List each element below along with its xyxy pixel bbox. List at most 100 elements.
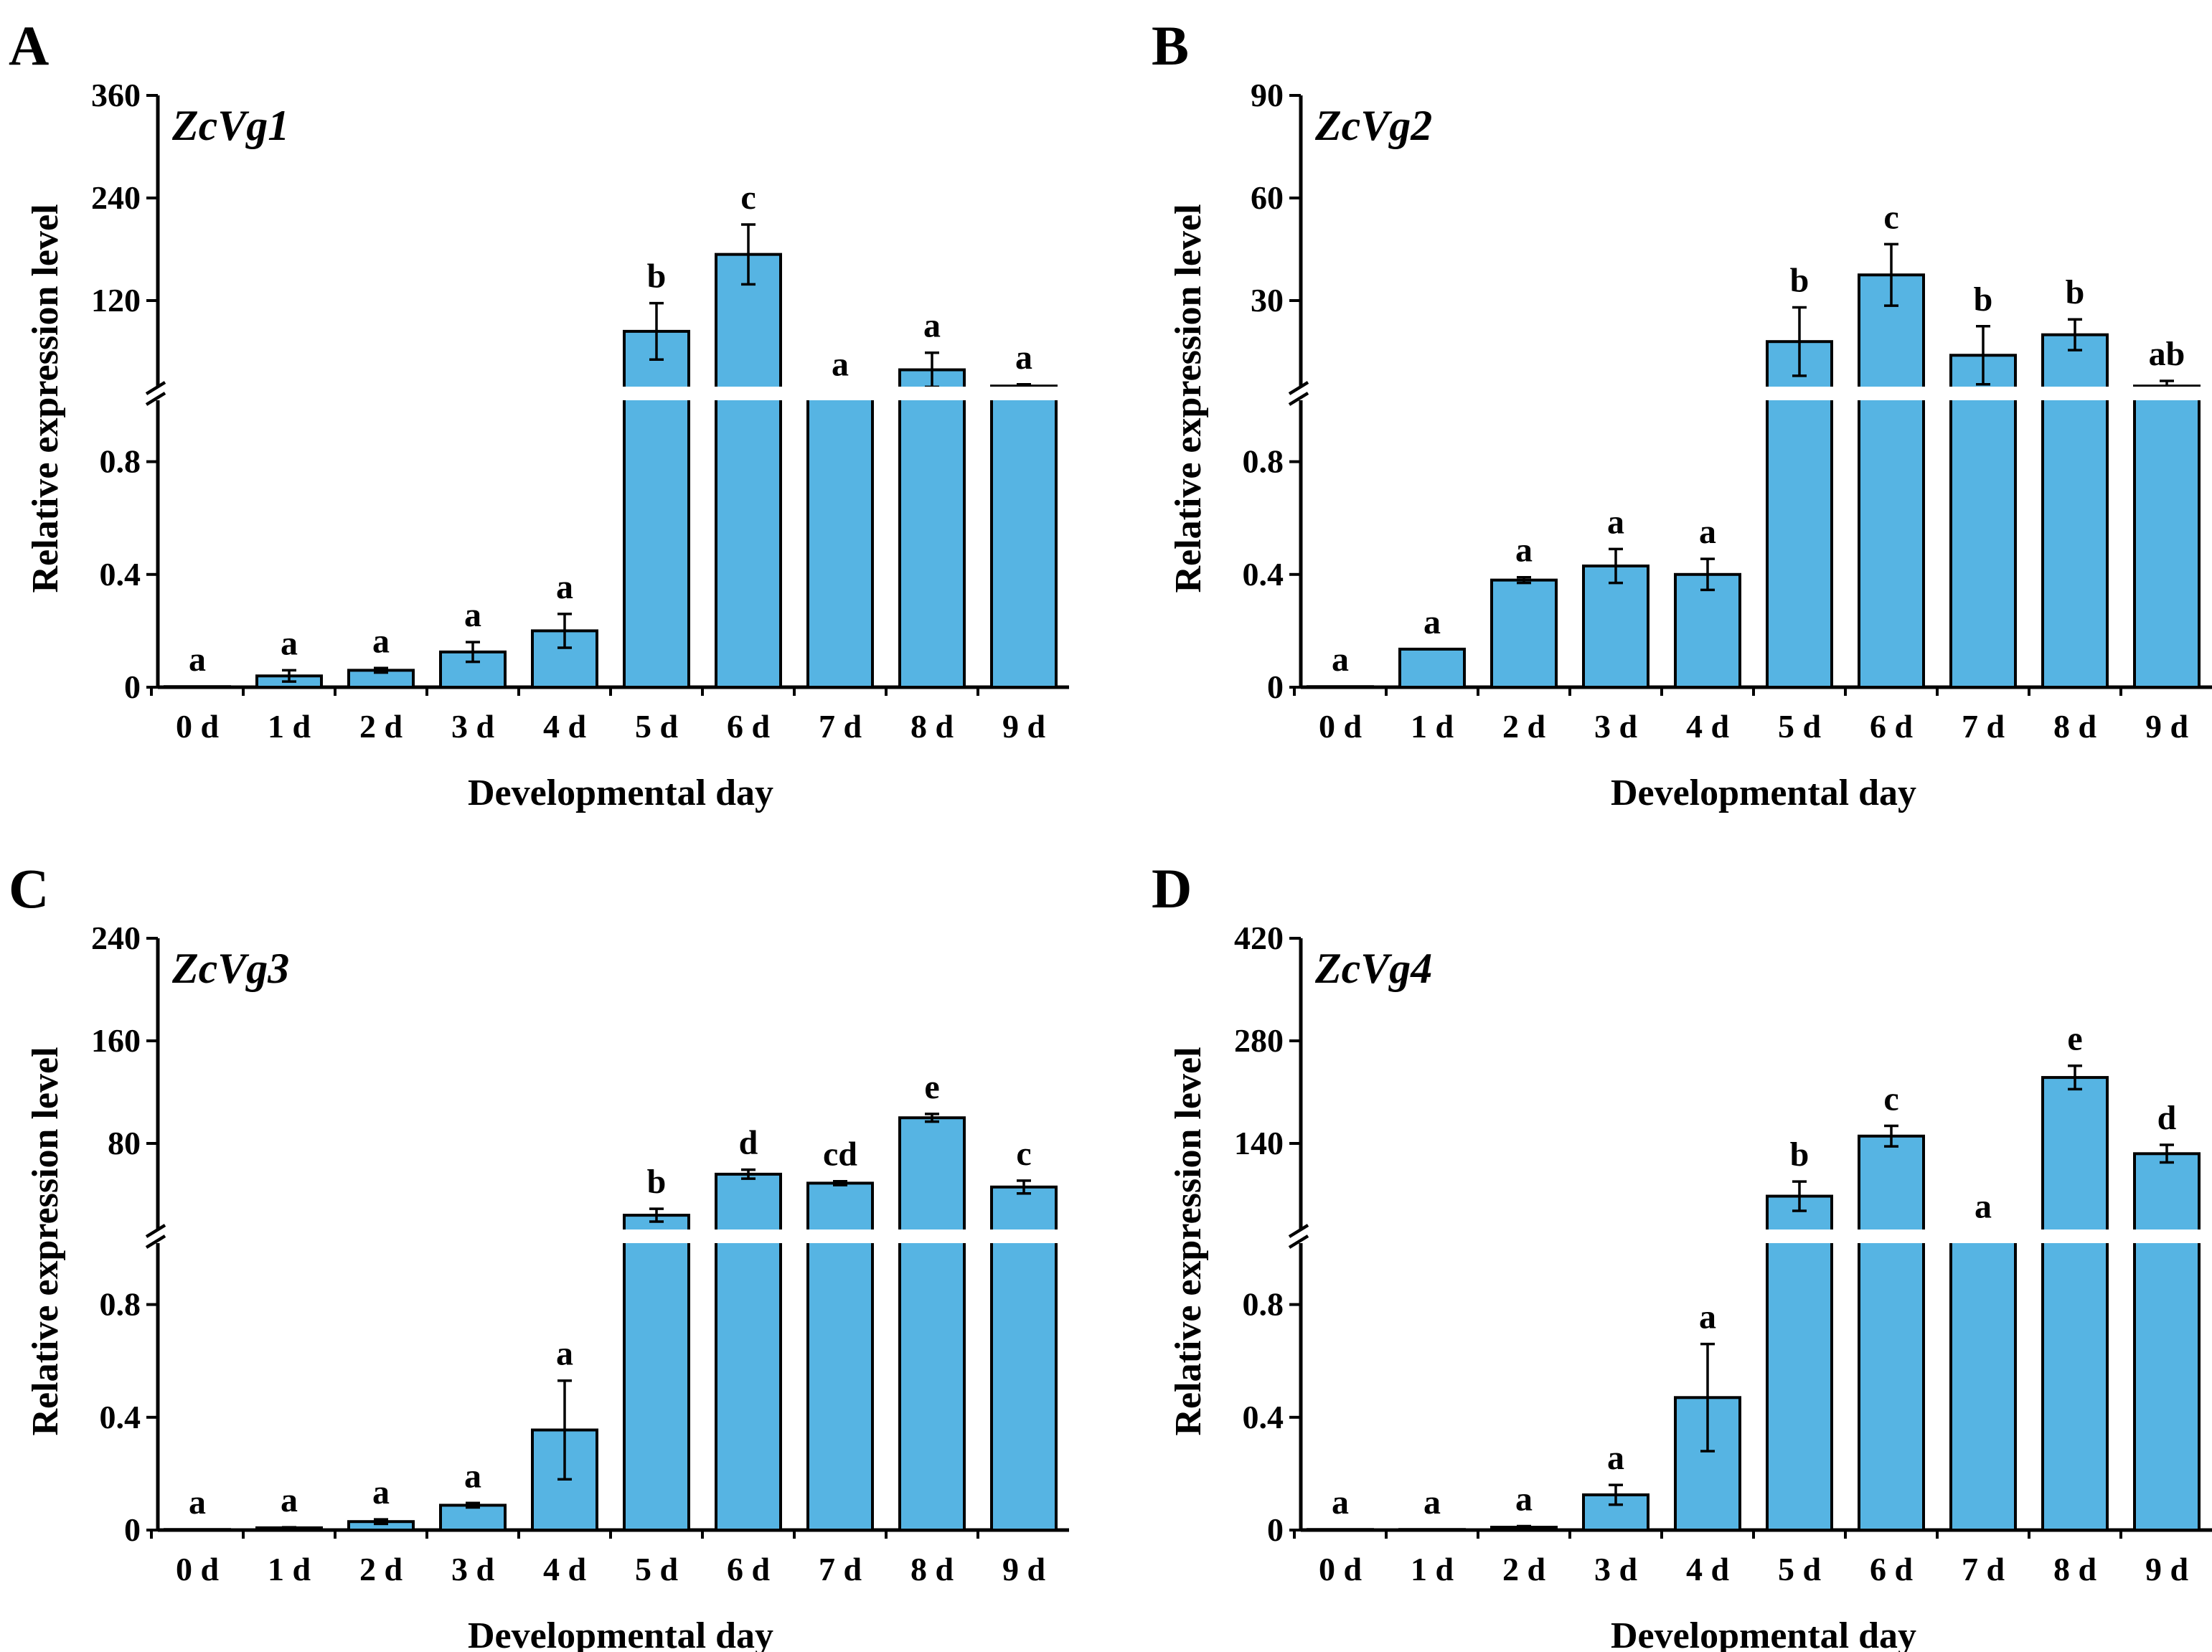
axis-break-gap: [136, 387, 1069, 400]
x-tick-label: 2 d: [1502, 708, 1546, 745]
x-tick-label: 8 d: [910, 708, 954, 745]
panel-A: A ZcVg1 Relative expression level Developme…: [9, 14, 1069, 813]
panel-C: C ZcVg3 Relative expression level Developme…: [9, 857, 1069, 1652]
x-tick-label: 4 d: [543, 708, 587, 745]
significance-letter: a: [281, 624, 298, 662]
bar-6d: [1858, 273, 1925, 689]
significance-letter: a: [1515, 1480, 1533, 1518]
y-tick-label: 0: [124, 1511, 141, 1548]
panel-letter: C: [9, 857, 49, 920]
axis-break-mark: [145, 1235, 166, 1249]
y-axis-title: Relative expression level: [1168, 204, 1209, 593]
x-tick-label: 7 d: [819, 1551, 862, 1587]
significance-letter: a: [1699, 513, 1716, 551]
axis-break-gap: [136, 1229, 1069, 1243]
x-axis-title: Developmental day: [468, 1615, 773, 1652]
significance-letter: b: [647, 1163, 667, 1201]
significance-letter: c: [740, 179, 756, 217]
x-tick-label: 5 d: [635, 708, 679, 745]
significance-letter: a: [1975, 1188, 1992, 1226]
significance-letter: a: [281, 1481, 298, 1519]
y-tick-label: 0.4: [100, 556, 141, 593]
bar-8d: [2041, 1076, 2109, 1532]
significance-letter: c: [1016, 1135, 1031, 1173]
bar-4d: [1674, 572, 1741, 689]
significance-letter: e: [2067, 1020, 2082, 1058]
significance-letter: a: [464, 596, 481, 634]
y-tick-label: 0: [1267, 1511, 1284, 1548]
x-tick-label: 3 d: [451, 1551, 495, 1587]
panel-B: B ZcVg2 Relative expression level Developme…: [1152, 14, 2212, 813]
significance-letter: ab: [2149, 335, 2185, 373]
significance-letter: a: [372, 622, 390, 660]
x-tick-label: 1 d: [268, 708, 311, 745]
y-tick-label: 0: [1267, 669, 1284, 705]
axis-break-mark: [1288, 392, 1309, 406]
axis-break-mark: [1288, 1224, 1309, 1238]
bar-7d: [806, 391, 874, 689]
x-tick-label: 1 d: [1411, 1551, 1454, 1587]
x-tick-label: 6 d: [727, 708, 771, 745]
axis-break-mark: [145, 392, 166, 406]
axis-break-mark: [145, 381, 166, 395]
gene-label: ZcVg1: [171, 102, 289, 149]
y-tick-label: 240: [91, 179, 141, 216]
x-tick-label: 7 d: [819, 708, 862, 745]
x-tick-label: 9 d: [1002, 1551, 1046, 1587]
panel-letter: A: [9, 14, 49, 77]
y-tick-label: 0.8: [1243, 1286, 1284, 1323]
significance-letter: a: [464, 1457, 481, 1495]
significance-letter: a: [1015, 339, 1032, 377]
x-tick-label: 5 d: [635, 1551, 679, 1587]
y-axis-title: Relative expression level: [1168, 1047, 1209, 1435]
y-tick-label: 280: [1234, 1022, 1284, 1059]
significance-letter: e: [924, 1068, 939, 1106]
bar-0d: [164, 1528, 231, 1531]
x-tick-label: 0 d: [176, 1551, 220, 1587]
bar-9d: [990, 384, 1058, 689]
x-tick-label: 3 d: [1594, 708, 1638, 745]
significance-letter: a: [1423, 1483, 1441, 1521]
y-tick-label: 0.8: [100, 1286, 141, 1323]
x-tick-label: 4 d: [1686, 1551, 1730, 1587]
x-tick-label: 8 d: [2053, 708, 2097, 745]
significance-letter: a: [1699, 1298, 1716, 1336]
significance-letter: d: [739, 1124, 758, 1162]
x-tick-label: 8 d: [2053, 1551, 2097, 1587]
y-tick-label: 30: [1251, 282, 1284, 318]
x-axis-title: Developmental day: [1611, 1615, 1916, 1652]
bar-5d: [1766, 1194, 1833, 1531]
y-tick-label: 140: [1234, 1125, 1284, 1161]
bar-6d: [715, 252, 782, 689]
x-tick-label: 1 d: [1411, 708, 1454, 745]
bar-1d: [1398, 1528, 1466, 1531]
y-tick-label: 0.8: [1243, 443, 1284, 480]
x-axis-title: Developmental day: [468, 773, 773, 813]
gene-label: ZcVg2: [1314, 102, 1432, 149]
bar-5d: [623, 1214, 690, 1531]
significance-letter: a: [372, 1473, 390, 1511]
y-tick-label: 420: [1234, 920, 1284, 956]
x-tick-label: 5 d: [1778, 708, 1822, 745]
x-tick-label: 1 d: [268, 1551, 311, 1587]
panel-D: D ZcVg4 Relative expression level Developme…: [1152, 857, 2212, 1652]
bar-3d: [1582, 565, 1649, 689]
x-axis-title: Developmental day: [1611, 773, 1916, 813]
significance-letter: a: [1607, 503, 1624, 541]
x-tick-label: 6 d: [1870, 1551, 1914, 1587]
significance-letter: b: [2066, 273, 2085, 311]
significance-letter: a: [189, 641, 206, 679]
significance-letter: b: [1790, 262, 1809, 300]
y-tick-label: 60: [1251, 179, 1284, 216]
significance-letter: a: [1607, 1439, 1624, 1477]
bar-4d: [531, 629, 598, 689]
x-tick-label: 4 d: [543, 1551, 587, 1587]
y-tick-label: 0.4: [1243, 1399, 1284, 1435]
x-tick-label: 6 d: [727, 1551, 771, 1587]
significance-letter: a: [923, 307, 941, 345]
bar-5d: [623, 329, 690, 689]
axis-break-gap: [1279, 1229, 2212, 1243]
significance-letter: c: [1883, 198, 1898, 236]
y-tick-label: 120: [91, 282, 141, 318]
bar-9d: [2133, 384, 2201, 689]
